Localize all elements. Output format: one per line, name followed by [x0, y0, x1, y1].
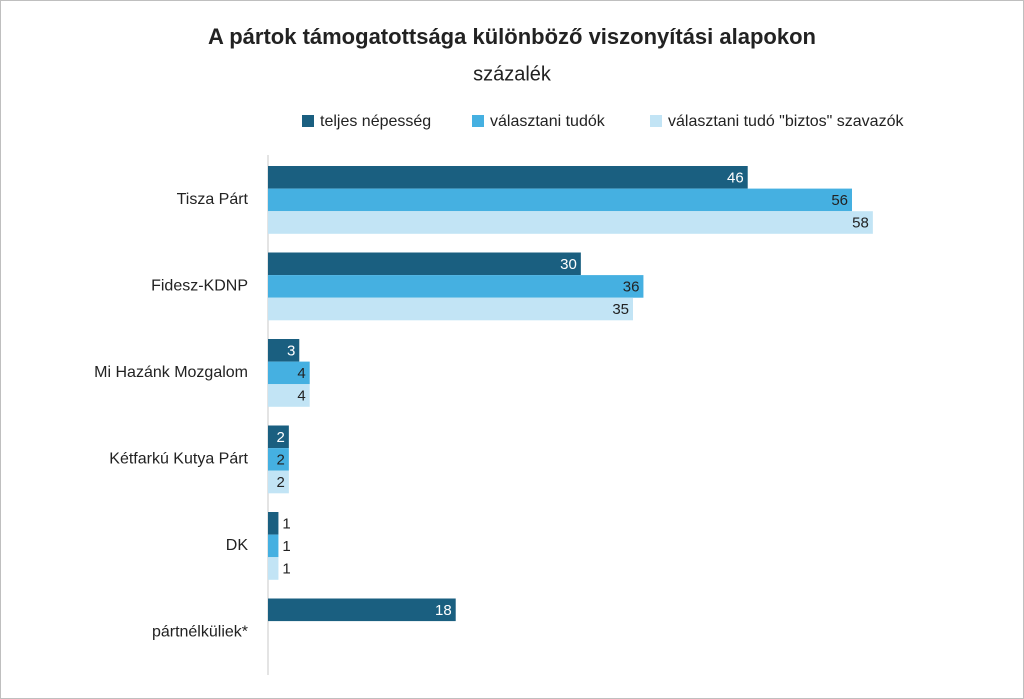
bar — [268, 534, 279, 558]
value-label: 1 — [282, 560, 290, 577]
bar — [268, 339, 300, 362]
bar — [268, 598, 456, 622]
value-label: 3 — [287, 342, 295, 359]
legend-label: választani tudók — [490, 113, 606, 130]
value-label: 18 — [435, 602, 452, 619]
value-label: 35 — [612, 301, 629, 318]
bar — [268, 557, 279, 580]
legend-label: teljes népesség — [320, 113, 431, 130]
chart-title: A pártok támogatottsága különböző viszon… — [208, 24, 816, 49]
bar — [268, 512, 279, 535]
bar — [268, 188, 852, 212]
value-label: 30 — [560, 256, 577, 273]
value-label: 1 — [282, 515, 290, 532]
y-tick-label: DK — [226, 537, 249, 554]
y-tick-label: Kétfarkú Kutya Párt — [109, 451, 248, 468]
value-label: 2 — [277, 474, 285, 491]
bar — [268, 470, 289, 494]
legend-label: választani tudó "biztos" szavazók — [668, 113, 904, 130]
bar — [268, 166, 748, 189]
value-label: 2 — [277, 429, 285, 446]
bar — [268, 252, 581, 276]
bar — [268, 275, 644, 298]
value-label: 56 — [831, 192, 848, 209]
y-tick-label: Mi Hazánk Mozgalom — [94, 364, 248, 381]
y-tick-label: Tisza Párt — [177, 191, 249, 208]
bar — [268, 211, 873, 234]
legend-swatch — [472, 115, 484, 127]
value-label: 4 — [297, 365, 305, 382]
y-tick-label: pártnélküliek* — [152, 624, 248, 641]
value-label: 36 — [623, 278, 640, 295]
y-tick-label: Fidesz-KDNP — [151, 278, 248, 295]
value-label: 58 — [852, 214, 869, 231]
bar — [268, 384, 310, 407]
legend-swatch — [650, 115, 662, 127]
bar — [268, 425, 289, 449]
bar — [268, 361, 310, 385]
legend-swatch — [302, 115, 314, 127]
bar — [268, 448, 289, 471]
bar — [268, 297, 633, 321]
value-label: 2 — [277, 451, 285, 468]
value-label: 1 — [282, 538, 290, 555]
chart-subtitle: százalék — [473, 63, 552, 85]
value-label: 4 — [297, 387, 305, 404]
value-label: 46 — [727, 169, 744, 186]
